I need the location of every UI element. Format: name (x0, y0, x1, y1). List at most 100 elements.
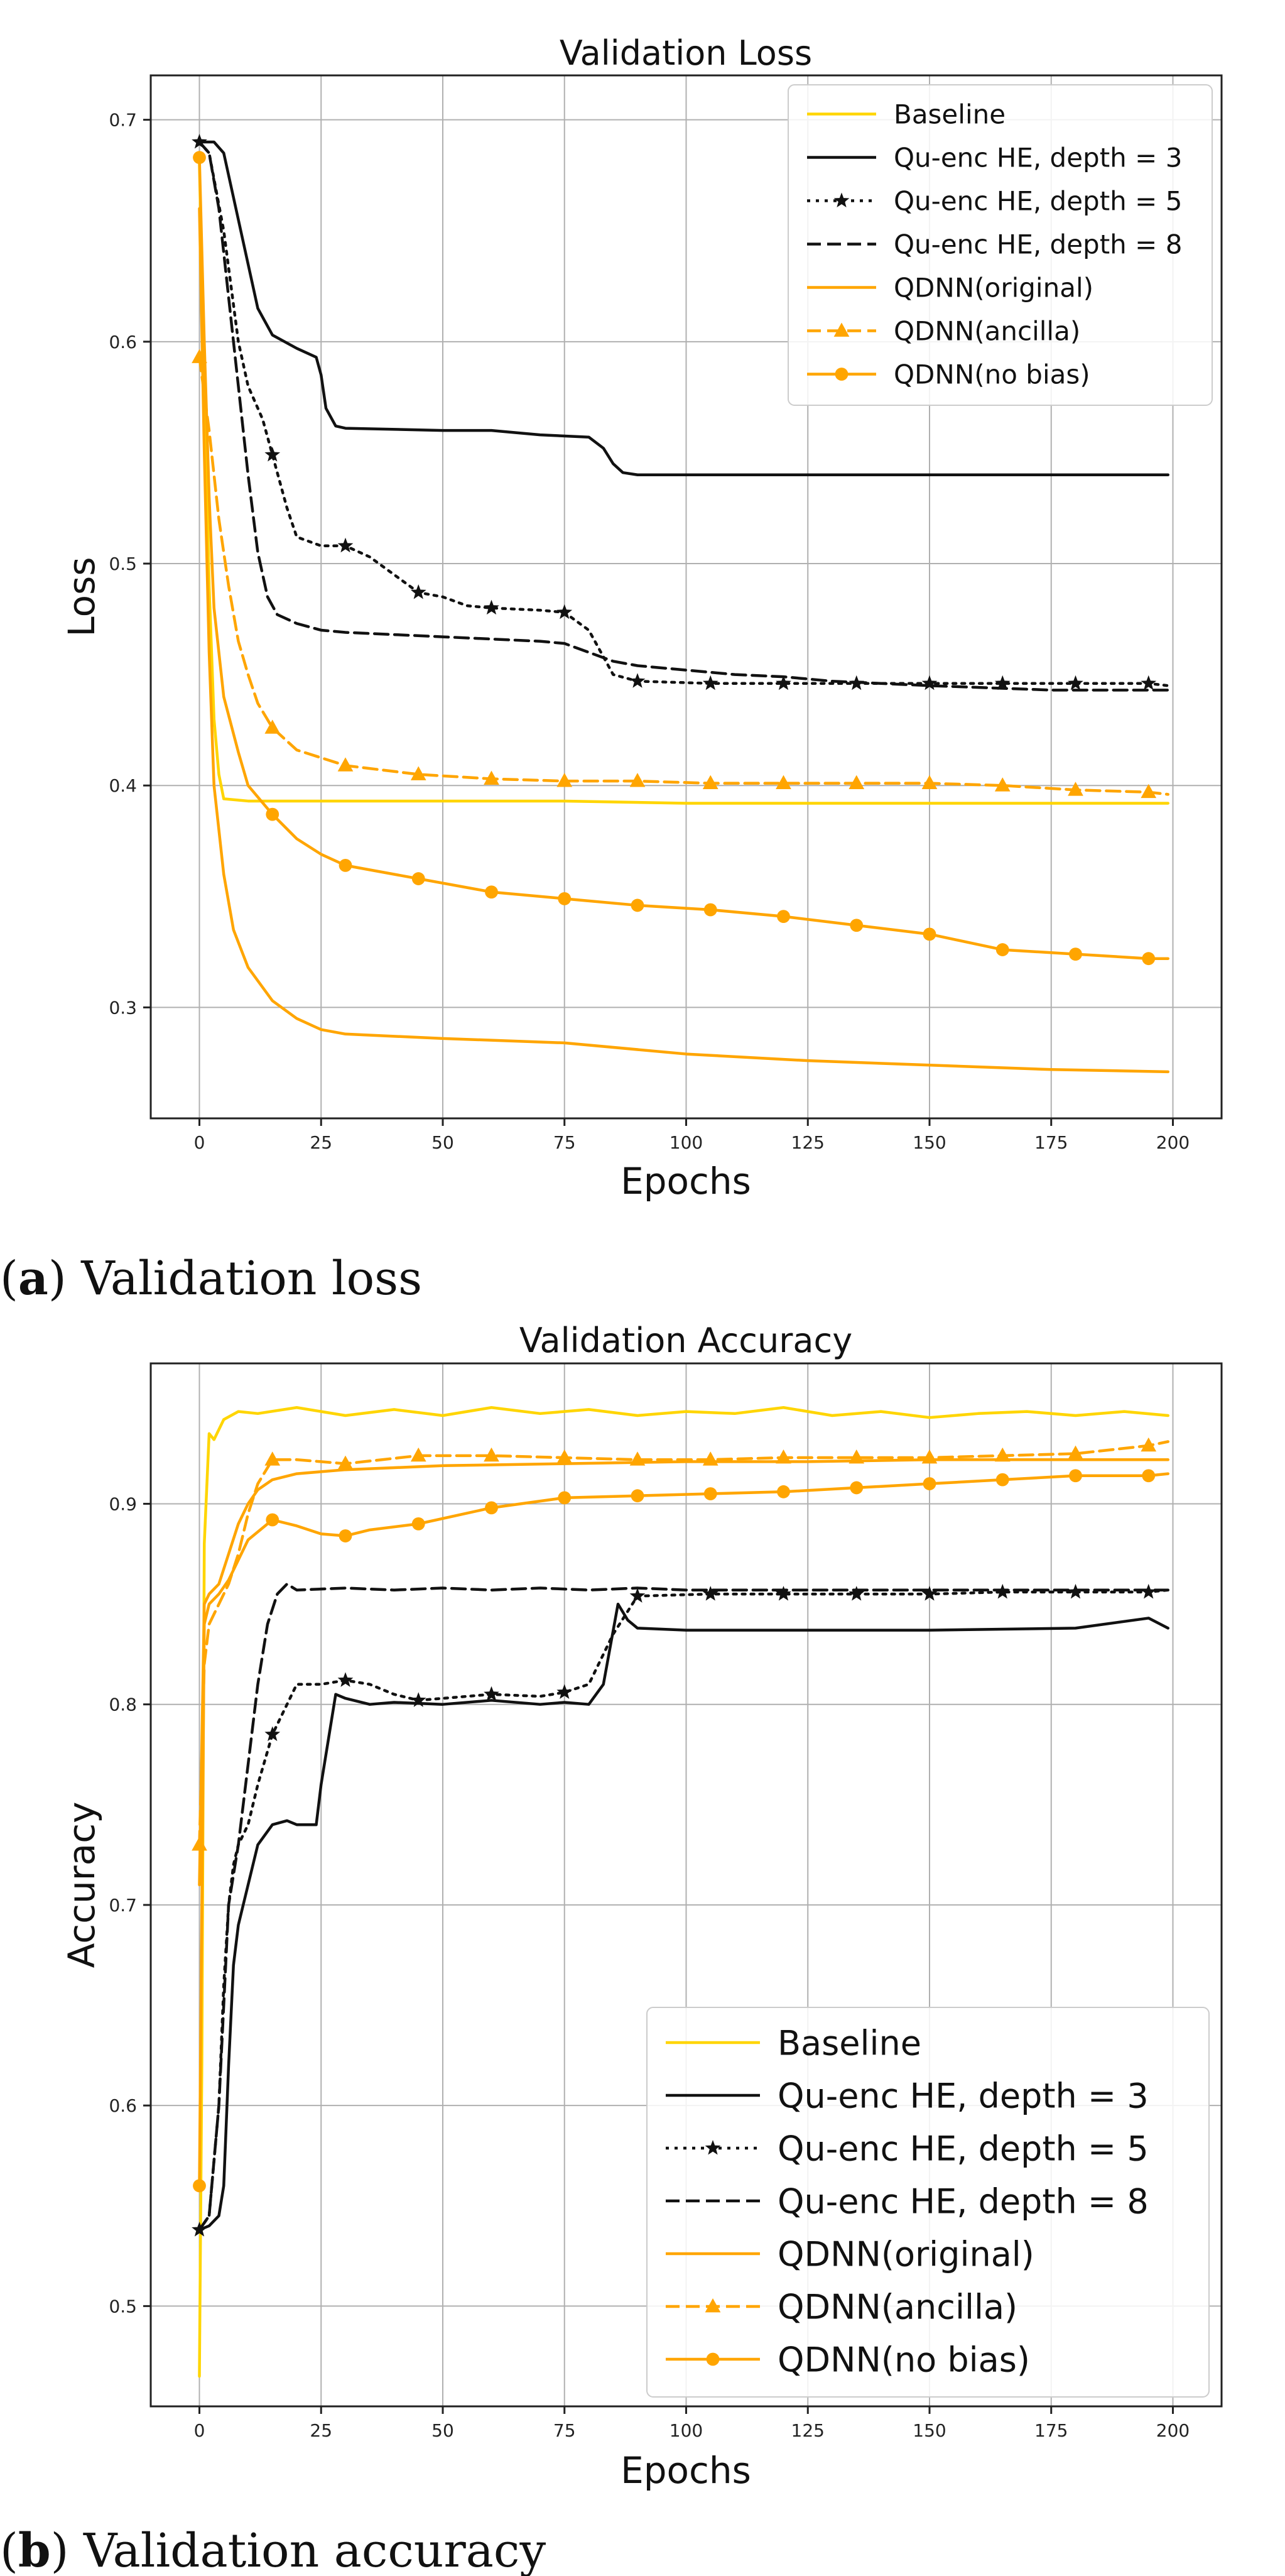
loss-point-qdnn-no-bias-75 (558, 892, 572, 905)
loss-ytick-0.5: 0.5 (109, 554, 137, 574)
accuracy-point-qdnn-no-bias-75 (558, 1491, 572, 1505)
accuracy-series-qdnn-ancilla (192, 1437, 1169, 1851)
accuracy-line-qdnn-ancilla (198, 1440, 1169, 1847)
accuracy-legend-entry-qu-enc-he-depth-5: Qu-enc HE, depth = 5 (666, 2129, 1149, 2168)
loss-point-qdnn-no-bias-0 (193, 151, 206, 165)
loss-point-qdnn-ancilla-150 (921, 775, 938, 790)
accuracy-ytick-0.7: 0.7 (109, 1895, 137, 1916)
accuracy-line-baseline (198, 1405, 1169, 2378)
accuracy-ytick-0.9: 0.9 (109, 1493, 137, 1514)
loss-point-qu-enc-he-depth-5-105 (702, 675, 718, 690)
loss-series-qu-enc-he-depth-3 (198, 140, 1169, 476)
accuracy-y-axis-label: Accuracy (60, 1802, 103, 1968)
loss-point-qdnn-no-bias-105 (703, 903, 717, 917)
loss-xtick-175: 175 (1034, 1132, 1068, 1153)
accuracy-point-qdnn-no-bias-180 (1069, 1469, 1082, 1483)
accuracy-legend-label-qu-enc-he-depth-3: Qu-enc HE, depth = 3 (778, 2076, 1149, 2115)
loss-point-qdnn-no-bias-60 (485, 885, 498, 899)
loss-legend-entry-qu-enc-he-depth-5: Qu-enc HE, depth = 5 (807, 186, 1182, 217)
loss-xtick-0: 0 (194, 1132, 205, 1153)
accuracy-xtick-25: 25 (310, 2420, 332, 2441)
accuracy-series-qu-enc-he-depth-8 (198, 1582, 1169, 2232)
loss-line-qdnn-ancilla (198, 356, 1169, 796)
loss-series-baseline (198, 163, 1169, 805)
loss-legend-marker-qu-enc-he-depth-5 (833, 192, 850, 208)
caption-a-text: Validation loss (80, 1252, 422, 1306)
accuracy-point-qdnn-no-bias-150 (923, 1477, 936, 1490)
loss-xtick-200: 200 (1156, 1132, 1190, 1153)
accuracy-chart: Validation Accuracy 0 25 50 75 100 125 150 175 2… (60, 1321, 1223, 2492)
loss-y-axis-label: Loss (60, 557, 103, 636)
accuracy-point-qu-enc-he-depth-5-90 (629, 1588, 646, 1603)
caption-b: (b) Validation accuracy (0, 2524, 546, 2576)
accuracy-point-qdnn-ancilla-30 (337, 1455, 354, 1470)
loss-point-qu-enc-he-depth-5-45 (410, 584, 426, 599)
loss-xtick-75: 75 (553, 1132, 576, 1153)
accuracy-point-qu-enc-he-depth-5-105 (702, 1586, 718, 1601)
accuracy-x-axis-label: Epochs (621, 2449, 751, 2492)
accuracy-line-qdnn-no-bias (198, 1472, 1169, 2188)
accuracy-xtick-50: 50 (431, 2420, 454, 2441)
loss-legend-entry-qu-enc-he-depth-3: Qu-enc HE, depth = 3 (807, 143, 1182, 173)
accuracy-point-qdnn-ancilla-0 (192, 1836, 207, 1851)
loss-legend-label-qu-enc-he-depth-5: Qu-enc HE, depth = 5 (894, 186, 1182, 217)
accuracy-point-qdnn-no-bias-135 (850, 1481, 864, 1495)
loss-point-qu-enc-he-depth-5-30 (337, 537, 354, 553)
loss-legend-box (788, 84, 1213, 406)
loss-point-qdnn-no-bias-180 (1069, 947, 1082, 961)
loss-series-qdnn-no-bias (193, 151, 1169, 966)
loss-point-qu-enc-he-depth-5-75 (556, 604, 573, 619)
accuracy-point-qdnn-ancilla-195 (1141, 1437, 1157, 1452)
accuracy-point-qdnn-ancilla-15 (264, 1451, 281, 1466)
accuracy-point-qdnn-ancilla-180 (1068, 1445, 1083, 1460)
accuracy-xtick-100: 100 (670, 2420, 703, 2441)
accuracy-legend-label-qu-enc-he-depth-5: Qu-enc HE, depth = 5 (778, 2129, 1149, 2168)
loss-ytick-0.3: 0.3 (109, 997, 137, 1018)
loss-line-qu-enc-he-depth-5 (198, 140, 1169, 687)
accuracy-ytick-0.5: 0.5 (109, 2296, 137, 2317)
accuracy-series-qdnn-original (198, 1458, 1169, 1887)
accuracy-series-baseline (198, 1405, 1169, 2378)
accuracy-point-qu-enc-he-depth-5-75 (556, 1684, 573, 1700)
loss-xtick-50: 50 (431, 1132, 454, 1153)
accuracy-point-qdnn-no-bias-0 (193, 2179, 206, 2193)
accuracy-legend-label-baseline: Baseline (778, 2023, 921, 2063)
loss-ytick-0.4: 0.4 (109, 775, 137, 796)
loss-point-qdnn-ancilla-75 (556, 773, 573, 787)
loss-ticks: 0 25 50 75 100 125 150 175 200 0.3 0.4 0.5 0.6 0.7 (109, 110, 1190, 1153)
accuracy-point-qdnn-ancilla-165 (994, 1447, 1011, 1462)
accuracy-legend-entry-qu-enc-he-depth-3: Qu-enc HE, depth = 3 (666, 2076, 1149, 2115)
loss-legend-label-baseline: Baseline (894, 99, 1006, 130)
caption-b-label: b (18, 2524, 51, 2576)
loss-legend-label-qu-enc-he-depth-8: Qu-enc HE, depth = 8 (894, 229, 1182, 260)
accuracy-xtick-0: 0 (194, 2420, 205, 2441)
loss-xtick-100: 100 (670, 1132, 703, 1153)
loss-legend-marker-qdnn-no-bias (835, 368, 849, 381)
loss-point-qdnn-ancilla-60 (484, 770, 499, 785)
accuracy-line-qu-enc-he-depth-3 (198, 1602, 1169, 2232)
accuracy-point-qdnn-no-bias-195 (1142, 1469, 1156, 1483)
loss-line-baseline (198, 163, 1169, 805)
accuracy-ytick-0.6: 0.6 (109, 2095, 137, 2116)
accuracy-legend-entry-qu-enc-he-depth-8: Qu-enc HE, depth = 8 (666, 2181, 1149, 2221)
accuracy-point-qdnn-ancilla-135 (849, 1449, 865, 1464)
loss-point-qu-enc-he-depth-5-120 (776, 675, 791, 690)
loss-legend-marker-qdnn-ancilla (833, 322, 850, 337)
accuracy-ytick-0.8: 0.8 (109, 1695, 137, 1715)
caption-a: (a) Validation loss (0, 1252, 422, 1306)
accuracy-series-qdnn-no-bias (193, 1469, 1169, 2193)
loss-point-qdnn-ancilla-165 (994, 777, 1011, 792)
loss-x-axis-label: Epochs (621, 1160, 751, 1203)
accuracy-legend-entry-qdnn-ancilla: QDNN(ancilla) (666, 2287, 1017, 2327)
loss-point-qdnn-ancilla-15 (264, 719, 281, 734)
loss-line-qu-enc-he-depth-3 (198, 140, 1169, 476)
accuracy-xtick-75: 75 (553, 2420, 576, 2441)
accuracy-xtick-175: 175 (1034, 2420, 1068, 2441)
accuracy-point-qu-enc-he-depth-5-150 (921, 1586, 938, 1601)
accuracy-point-qdnn-ancilla-60 (484, 1447, 499, 1462)
loss-legend-label-qdnn-original: QDNN(original) (894, 273, 1093, 303)
loss-point-qdnn-ancilla-45 (410, 766, 426, 780)
loss-chart-title: Validation Loss (560, 33, 812, 73)
caption-a-label: a (18, 1252, 48, 1306)
